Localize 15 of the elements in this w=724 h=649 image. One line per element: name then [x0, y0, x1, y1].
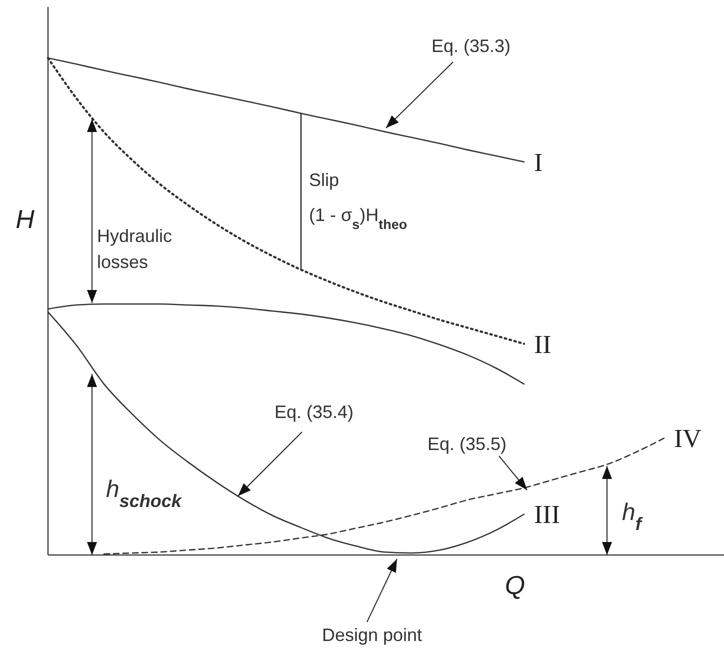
series-label: II — [534, 330, 552, 359]
annotation: Eq. (35.4) — [274, 402, 354, 422]
y-axis-title: H — [16, 204, 35, 234]
text: Eq. (35.3) — [431, 36, 511, 56]
annotation: Slip — [309, 170, 340, 190]
series-label: III — [534, 500, 560, 530]
series-label: IV — [674, 424, 702, 454]
annotation: h$_{f}$ — [622, 499, 644, 534]
text: Design point — [322, 625, 422, 645]
annotation: Hydraulic losses — [97, 226, 172, 272]
annotation: h$_{schock}$ — [106, 476, 182, 511]
series-label: I — [534, 148, 543, 177]
annotation: Eq. (35.5) — [427, 434, 507, 454]
annotation: (1 - σ$_{s}$)H$_{theo}$ — [309, 205, 408, 232]
x-axis-title: Q — [504, 570, 526, 600]
